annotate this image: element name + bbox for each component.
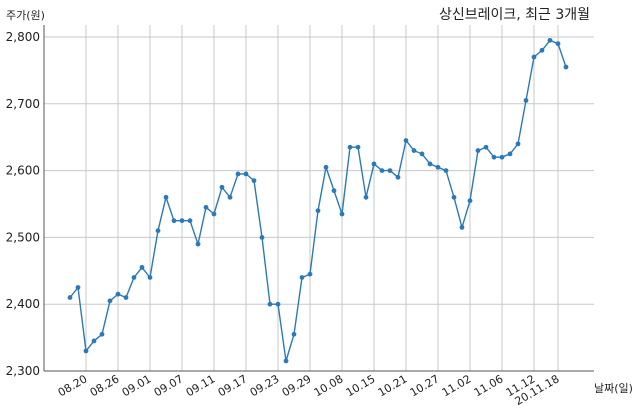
price-point [131, 275, 137, 280]
price-point [67, 295, 73, 300]
price-point [219, 184, 225, 190]
price-point [139, 265, 145, 270]
price-point [443, 168, 449, 174]
y-tick-label: 2,400 [6, 297, 40, 311]
price-point [99, 331, 105, 337]
price-point [251, 178, 257, 184]
price-point [499, 154, 505, 160]
x-tick-label: 09.01 [120, 372, 154, 399]
price-point [171, 218, 177, 224]
y-tick-label: 2,600 [6, 164, 40, 178]
price-point [307, 271, 313, 277]
price-point [107, 298, 113, 304]
x-tick-label: 11.02 [440, 372, 474, 399]
y-tick-label: 2,700 [6, 97, 40, 111]
price-point [315, 208, 321, 214]
price-point [83, 348, 89, 354]
y-axis-label: 주가(원) [6, 9, 45, 22]
y-tick-label: 2,800 [6, 30, 40, 44]
price-point [187, 218, 193, 224]
price-point [523, 98, 529, 103]
x-axis-label: 날짜(일) [594, 381, 633, 395]
price-point [467, 198, 473, 204]
price-point [403, 138, 409, 143]
x-tick-label: 10.21 [376, 372, 410, 399]
price-point [491, 154, 497, 160]
price-point [299, 275, 305, 280]
price-point [555, 41, 561, 47]
price-point [235, 171, 241, 177]
price-point [531, 54, 537, 60]
price-point [387, 168, 393, 174]
price-point [355, 144, 361, 150]
price-point [91, 338, 97, 344]
x-tick-label: 10.15 [344, 372, 378, 399]
x-tick-label: 09.11 [184, 372, 218, 399]
price-point [115, 291, 121, 297]
x-tick-label: 10.27 [408, 372, 442, 399]
x-tick-label: 08.26 [88, 372, 122, 399]
price-point [563, 64, 569, 70]
grid-lines [44, 25, 594, 372]
price-point [275, 301, 281, 307]
price-point [475, 148, 481, 153]
price-point [323, 164, 329, 170]
axis-labels: 2,300 2,400 2,500 2,600 2,700 2,800 08.2008.26… [6, 30, 562, 408]
price-point [507, 151, 513, 157]
x-tick-label: 08.20 [56, 372, 90, 399]
axes [43, 25, 594, 372]
price-point [147, 275, 153, 280]
price-point [435, 164, 441, 170]
price-point [123, 295, 129, 300]
price-point [395, 174, 401, 180]
price-point [267, 301, 273, 307]
x-tick-label: 09.23 [248, 372, 282, 399]
price-point [203, 204, 209, 210]
x-tick-label: 11.06 [472, 372, 506, 399]
x-tick-label: 09.17 [216, 372, 250, 399]
price-point [483, 144, 489, 150]
price-point [427, 161, 433, 167]
x-tick-label: 09.07 [152, 372, 186, 399]
price-point [339, 211, 345, 217]
price-point [363, 194, 369, 200]
price-point [371, 161, 377, 167]
price-point [155, 228, 161, 234]
price-point [163, 194, 169, 200]
price-point [259, 235, 265, 240]
x-tick-label: 09.29 [280, 372, 314, 399]
price-point [459, 224, 465, 230]
price-point [75, 285, 81, 290]
price-point [195, 241, 201, 247]
price-point [347, 144, 353, 150]
price-point [331, 188, 337, 194]
price-point [211, 211, 217, 217]
price-point [539, 47, 545, 53]
x-tick-label: 10.08 [312, 372, 346, 399]
price-point [243, 171, 249, 177]
chart-title: 상신브레이크, 최근 3개월 [439, 7, 590, 23]
price-point [547, 37, 553, 43]
price-point [379, 168, 385, 174]
price-point [419, 151, 425, 157]
price-point [411, 148, 417, 153]
price-point [451, 194, 457, 200]
price-point [179, 218, 185, 224]
price-line [69, 39, 567, 362]
y-tick-label: 2,500 [6, 230, 40, 244]
price-point [515, 141, 521, 147]
price-point [283, 358, 289, 364]
price-point [291, 331, 297, 337]
y-tick-label: 2,300 [6, 364, 40, 378]
price-point [227, 194, 233, 200]
price-series [67, 37, 569, 364]
